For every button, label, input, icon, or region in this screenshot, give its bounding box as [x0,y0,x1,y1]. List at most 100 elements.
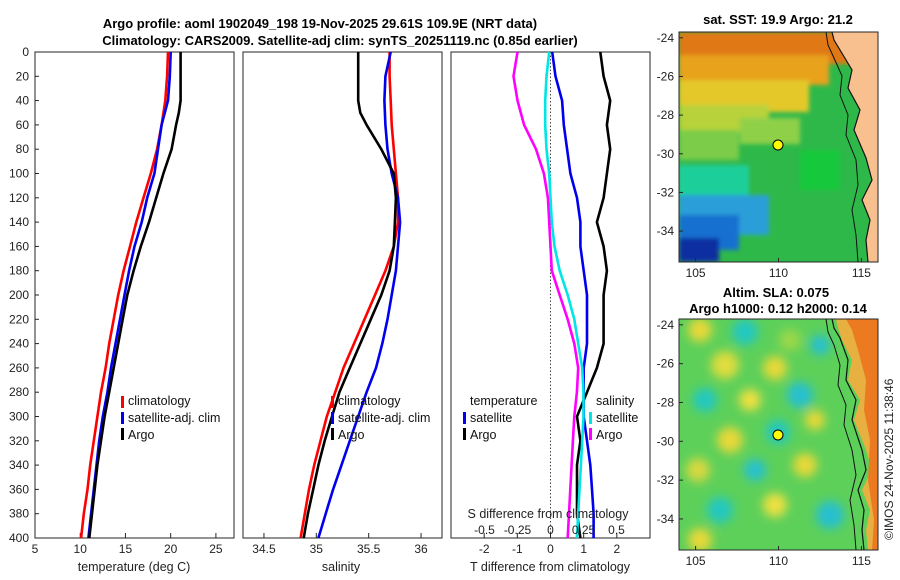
map-x-tick-label: 105 [686,266,706,280]
temperature-axes [34,51,235,539]
legend-swatch-climatology [121,396,124,408]
depth-tick-label: 320 [9,434,29,448]
map-x-tick-label: 110 [769,266,788,280]
salinity-axes [242,51,443,539]
x-tick-label: 20 [164,542,178,556]
sst-coastline [831,32,873,262]
difference-x-ticks: -2 -1 0 1 2 [479,533,620,556]
x-tick-label: -2 [479,542,490,556]
depth-tick-label: 220 [9,312,29,326]
salinity-x-ticks: 34.5 35 35.5 36 [252,533,428,556]
temperature-panel: 0 20 40 60 80 100 120 140 160 180 200 220 240 260 280 3… [9,45,455,574]
map-y-tick-label: -28 [657,395,675,409]
depth-tick-label: 400 [9,531,29,545]
x-tick-label: 2 [613,542,620,556]
temperature-legend: climatology satellite-adj. clim Argo [121,394,220,442]
sst-map-title: sat. SST: 19.9 Argo: 21.2 [703,12,853,27]
legend-climatology: climatology [128,394,191,408]
x-tick-label: 10 [74,542,88,556]
depth-tick-label: 260 [9,361,29,375]
legend-climatology: climatology [338,394,401,408]
map-x-tick-label: 105 [686,554,706,568]
temperature-xlabel: temperature (deg C) [78,560,191,574]
map-y-tick-label: -28 [657,108,675,122]
legend-swatch-satellite [121,412,124,424]
legend-salinity: salinity [596,394,635,408]
sla-isobath [825,319,857,550]
depth-tick-label: 80 [16,142,30,156]
depth-tick-label: 240 [9,337,29,351]
sst-map-ticks: 105 110 115 -24 -26 -28 -30 -32 -34 [657,31,872,280]
legend-s-satellite: satellite [596,411,638,425]
s-tick-label: 0 [547,523,554,537]
difference-lines [512,51,612,539]
depth-tick-label: 160 [9,239,29,253]
legend-s-argo: Argo [596,428,622,442]
depth-tick-label: 300 [9,410,29,424]
legend-swatch-t-argo [463,428,466,440]
salinity-panel: 34.5 35 35.5 36 salinity climatology satell… [242,51,443,574]
sla-map-ticks: 105 110 115 -24 -26 -28 -30 -32 -34 [657,318,872,568]
legend-satellite: satellite-adj. clim [338,411,430,425]
legend-argo: Argo [128,428,154,442]
s-difference-ticks: -0.5 -0.25 0 0.25 0.5 [474,523,625,537]
map-y-tick-label: -34 [657,512,675,526]
salinity-legend: climatology satellite-adj. clim Argo [331,394,430,442]
depth-tick-label: 0 [22,45,29,59]
map-y-tick-label: -34 [657,224,675,238]
depth-tick-label: 100 [9,167,29,181]
legend-swatch-satellite [331,412,334,424]
x-tick-label: 0 [547,542,554,556]
depth-tick-label: 60 [16,118,30,132]
salinity-line-satellite-adj-clim [317,51,402,539]
sla-map-panel: Altim. SLA: 0.075 Argo h1000: 0.12 h2000… [657,285,879,568]
x-tick-label: 15 [119,542,133,556]
x-tick-label: 35.5 [357,542,381,556]
temperature-lines [79,51,182,539]
temperature-line-argo [88,52,182,539]
depth-tick-label: 40 [16,94,30,108]
map-y-tick-label: -24 [657,318,675,332]
difference-legend-right: salinity satellite Argo [589,394,638,442]
sla-argo-marker [772,429,784,441]
legend-argo: Argo [338,428,364,442]
difference-line-s-argo [512,51,580,539]
legend-temperature: temperature [470,394,537,408]
s-tick-label: -0.5 [474,523,495,537]
s-difference-label: S difference from climatology [468,507,630,521]
sla-coastline [831,319,867,550]
sst-map-panel: sat. SST: 19.9 Argo: 21.2 105 110 1 [657,12,879,280]
s-tick-label: 0.25 [572,523,596,537]
sst-map-field [679,32,878,262]
sst-land [832,32,878,262]
difference-line-t-satellite [550,51,595,538]
legend-swatch-t-satellite [463,412,466,424]
x-tick-label: 5 [32,542,39,556]
x-tick-label: 34.5 [252,542,276,556]
salinity-xlabel: salinity [322,560,361,574]
sst-argo-marker [772,139,784,151]
map-y-tick-label: -24 [657,31,675,45]
sla-coast-high [846,319,878,550]
x-tick-label: 25 [209,542,223,556]
footer-stamp: ©IMOS 24-Nov-2025 11:38:46 [882,378,896,540]
depth-tick-label: 200 [9,288,29,302]
depth-tick-label: 140 [9,215,29,229]
map-y-tick-label: -26 [657,69,675,83]
temperature-x-ticks: 5 10 15 20 25 [32,533,223,556]
legend-t-satellite: satellite [470,411,512,425]
salinity-line-climatology [299,52,400,539]
depth-tick-label: 360 [9,482,29,496]
sla-map-title-2: Argo h1000: 0.12 h2000: 0.14 [689,301,868,316]
title-line-2: Climatology: CARS2009. Satellite-adj cli… [102,33,577,48]
depth-tick-labels: 0 20 40 60 80 100 120 140 160 180 200 220 240 260 280 3… [9,45,455,545]
depth-tick-label: 120 [9,191,29,205]
x-tick-label: -1 [512,542,523,556]
legend-swatch-s-argo [589,428,592,440]
map-x-tick-label: 110 [769,554,788,568]
depth-tick-label: 180 [9,264,29,278]
legend-swatch-argo [121,428,124,440]
difference-legend-left: temperature satellite Argo [463,394,537,442]
depth-tick-label: 340 [9,458,29,472]
